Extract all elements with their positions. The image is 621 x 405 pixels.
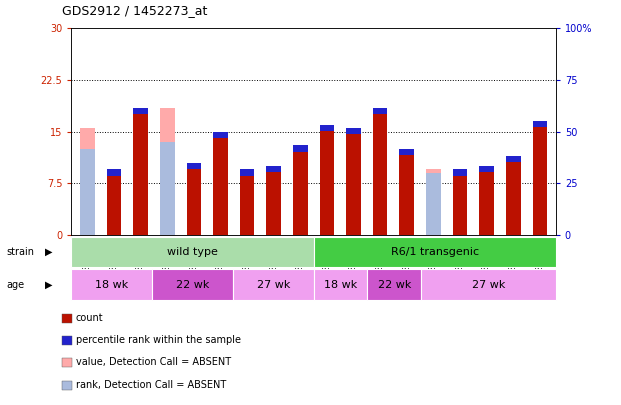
Bar	[346, 128, 361, 134]
Text: R6/1 transgenic: R6/1 transgenic	[391, 247, 479, 257]
Bar	[453, 169, 467, 235]
Bar	[314, 269, 368, 300]
Bar	[320, 125, 334, 131]
Bar	[107, 169, 121, 176]
Bar	[426, 173, 441, 235]
Bar	[107, 169, 121, 235]
Bar	[266, 166, 281, 235]
Bar	[453, 169, 467, 176]
Bar	[532, 122, 547, 235]
Bar	[134, 108, 148, 235]
Bar	[213, 132, 228, 138]
Bar	[186, 163, 201, 169]
Bar	[80, 149, 94, 235]
Bar	[266, 166, 281, 172]
Bar	[320, 125, 334, 235]
Bar	[71, 269, 152, 300]
Bar	[506, 156, 520, 162]
Bar	[479, 166, 494, 235]
Bar	[426, 169, 441, 235]
Bar	[399, 149, 414, 235]
Bar	[421, 269, 556, 300]
Bar	[346, 128, 361, 235]
Bar	[240, 169, 255, 235]
Text: 27 wk: 27 wk	[472, 279, 505, 290]
Text: 22 wk: 22 wk	[176, 279, 209, 290]
Bar	[293, 145, 307, 235]
Bar	[314, 237, 556, 267]
Bar	[399, 149, 414, 155]
Text: ▶: ▶	[45, 247, 52, 257]
Text: count: count	[76, 313, 103, 323]
Bar	[233, 269, 314, 300]
Bar	[134, 108, 148, 114]
Bar	[506, 156, 520, 235]
Bar	[71, 237, 314, 267]
Text: percentile rank within the sample: percentile rank within the sample	[76, 335, 241, 345]
Bar	[80, 128, 94, 235]
Text: rank, Detection Call = ABSENT: rank, Detection Call = ABSENT	[76, 380, 226, 390]
Text: 27 wk: 27 wk	[256, 279, 290, 290]
Bar	[160, 108, 175, 235]
Bar	[186, 163, 201, 235]
Text: ▶: ▶	[45, 279, 52, 290]
Bar	[160, 142, 175, 235]
Text: 18 wk: 18 wk	[95, 279, 129, 290]
Bar	[152, 269, 233, 300]
Bar	[240, 169, 255, 176]
Text: age: age	[6, 279, 24, 290]
Text: strain: strain	[6, 247, 34, 257]
Bar	[532, 122, 547, 128]
Text: value, Detection Call = ABSENT: value, Detection Call = ABSENT	[76, 358, 231, 367]
Bar	[479, 166, 494, 172]
Text: GDS2912 / 1452273_at: GDS2912 / 1452273_at	[62, 4, 207, 17]
Text: wild type: wild type	[167, 247, 218, 257]
Text: 18 wk: 18 wk	[324, 279, 357, 290]
Text: 22 wk: 22 wk	[378, 279, 411, 290]
Bar	[373, 108, 388, 114]
Bar	[368, 269, 421, 300]
Bar	[213, 132, 228, 235]
Bar	[293, 145, 307, 151]
Bar	[373, 108, 388, 235]
